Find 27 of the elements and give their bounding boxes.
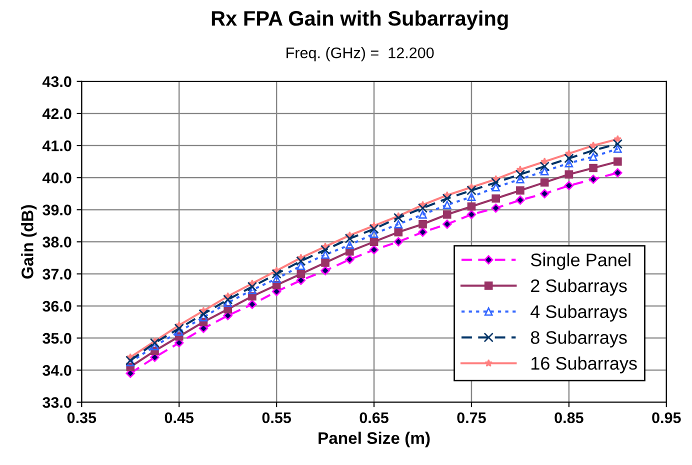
y-axis-title: Gain (dB) (21, 205, 37, 279)
y-tick-label: 39.0 (42, 204, 72, 216)
legend-label: 2 Subarrays (531, 278, 627, 296)
x-tick-label: 0.55 (262, 412, 292, 424)
y-tick-label: 37.0 (42, 268, 72, 280)
x-tick-label: 0.65 (360, 412, 388, 424)
y-tick-label: 38.0 (42, 236, 72, 248)
y-tick-label: 41.0 (42, 140, 72, 152)
x-tick-label: 0.35 (67, 412, 96, 424)
chart-subtitle: Freq. (GHz) = 12.200 (286, 47, 434, 62)
x-axis-title: Panel Size (m) (318, 432, 430, 448)
y-tick-label: 35.0 (42, 332, 72, 344)
y-tick-label: 42.0 (42, 108, 72, 120)
chart-title: Rx FPA Gain with Subarraying (212, 10, 508, 30)
y-tick-label: 43.0 (42, 76, 72, 88)
legend-label: Single Panel (530, 253, 630, 270)
x-tick-label: 0.45 (164, 412, 194, 424)
y-tick-label: 36.0 (42, 300, 72, 312)
y-tick-label: 40.0 (42, 172, 72, 184)
legend-label: 8 Subarrays (530, 330, 627, 348)
x-tick-label: 0.95 (652, 412, 681, 424)
y-tick-label: 33.0 (42, 397, 72, 408)
x-tick-label: 0.75 (457, 412, 486, 424)
x-tick-label: 0.85 (554, 412, 584, 424)
y-tick-label: 34.0 (42, 365, 72, 376)
legend-label: 16 Subarrays (532, 356, 637, 374)
legend-label: 4 Subarrays (530, 304, 627, 322)
